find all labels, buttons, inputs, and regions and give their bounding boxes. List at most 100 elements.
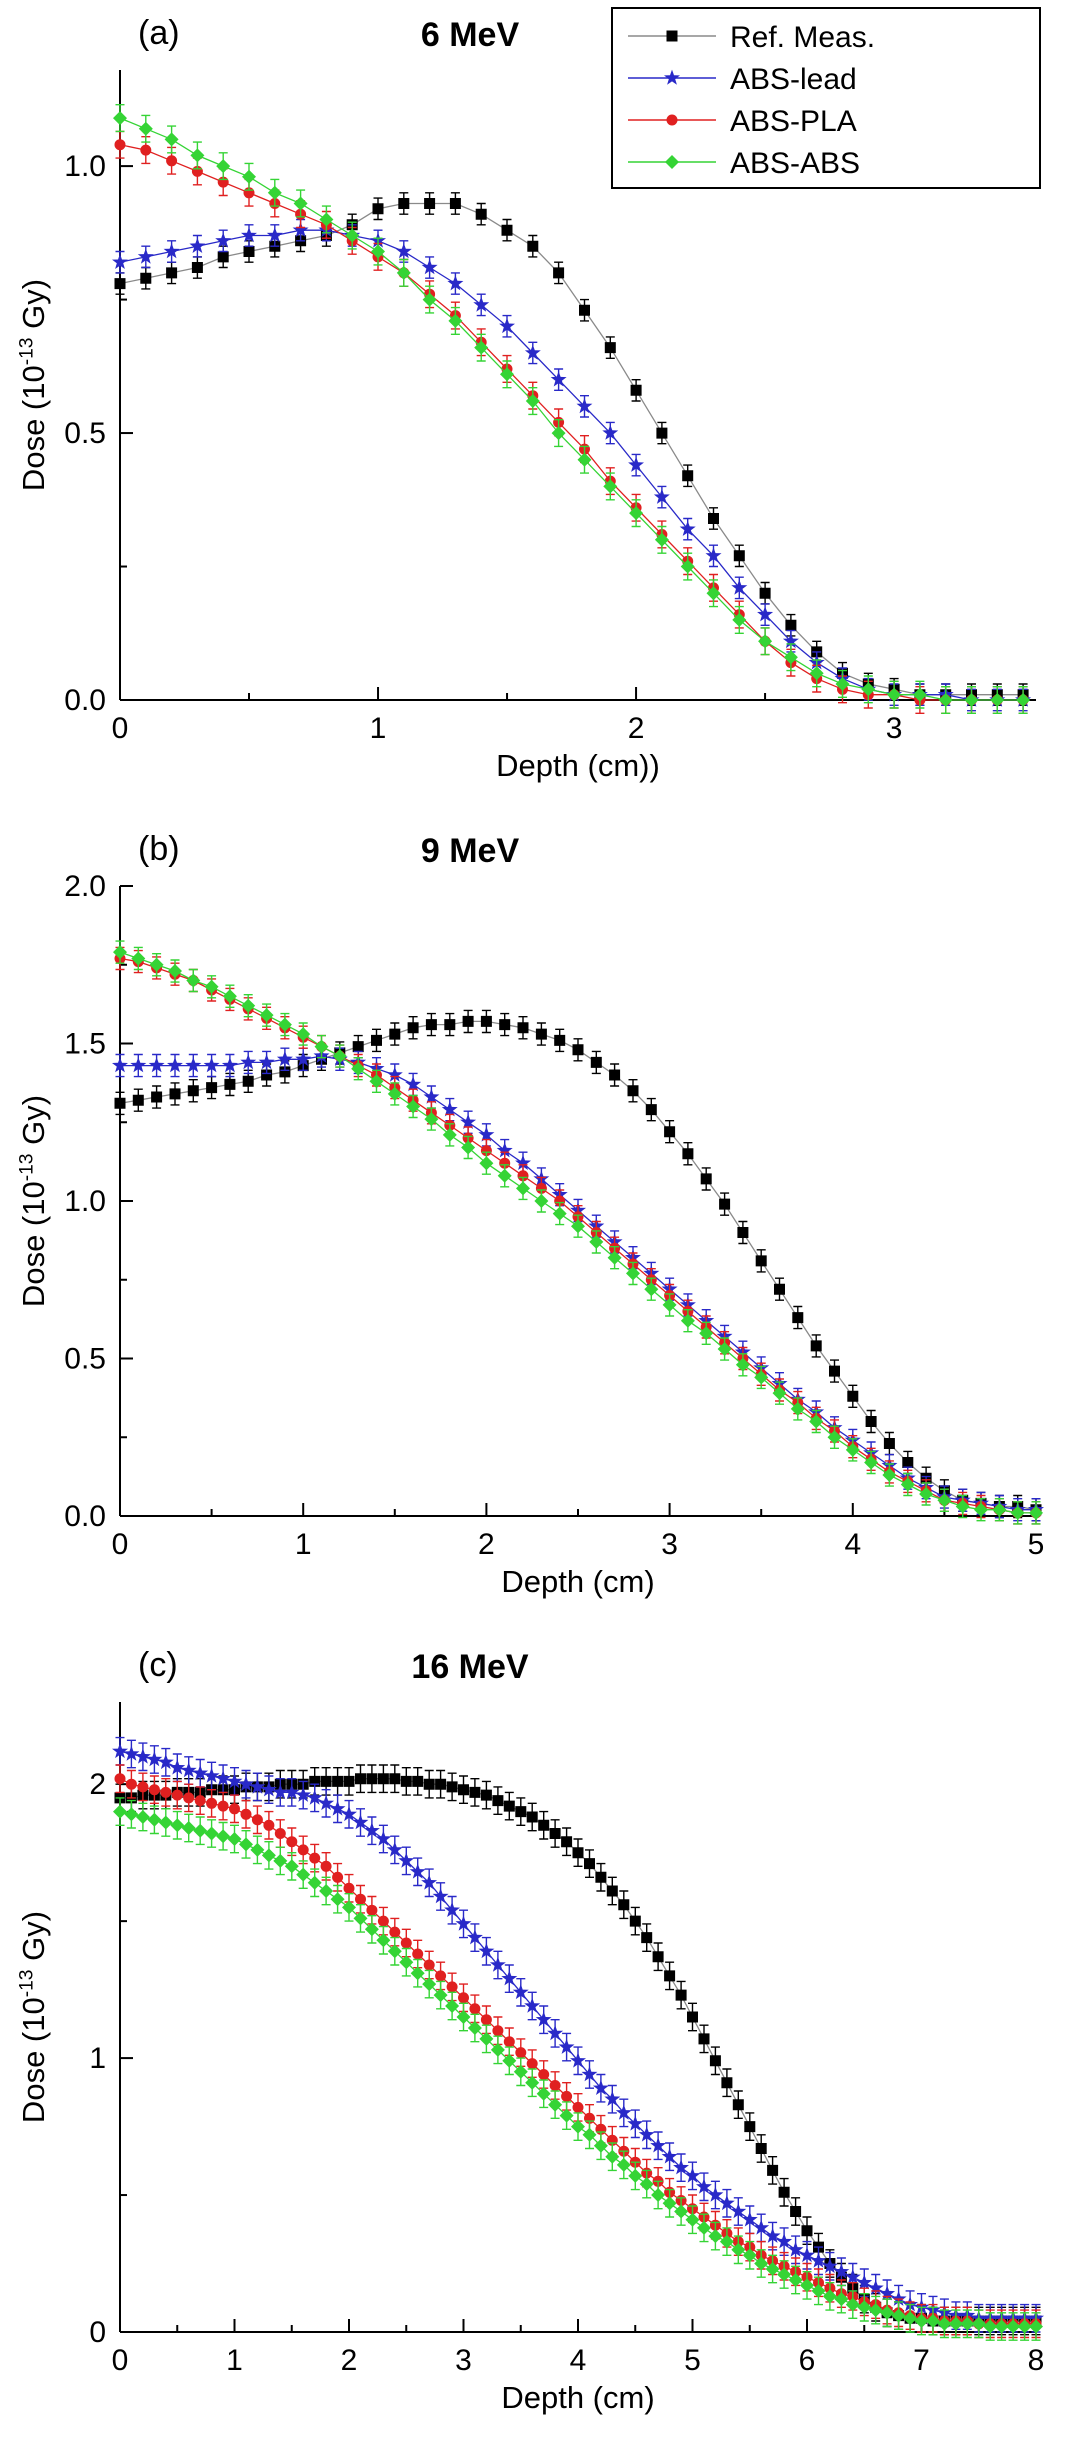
y-axis-label-unit: Gy) [16,278,51,338]
x-tick-label: 3 [661,1528,678,1561]
tick-labels: 0 1 2 3 4 5 0.0 0.5 1.0 1.5 2.0 [64,870,1044,1561]
panel-b: 0 1 2 3 4 5 0.0 0.5 1.0 1.5 2.0 (b) 9 MeV Dose (10… [0,816,1076,1632]
series-line [119,229,1024,701]
markers-diamond [113,945,1043,1520]
plot-16mev: 0 1 2 3 4 5 6 7 8 0 1 2 [89,1702,1044,2377]
error-bars [115,1009,1041,1522]
x-tick-label: 3 [886,712,903,745]
y-axis-label-a: Dose (10-13 Gy) [16,279,52,491]
series-abs-abs [113,1797,1043,2341]
legend-label: ABS-lead [730,63,857,96]
x-tick-label: 5 [1028,1528,1045,1561]
series-abs-lead [112,1044,1044,1522]
x-tick-label: 3 [455,2344,472,2377]
series-abs-lead [112,218,1032,712]
y-tick-label: 1.5 [64,1028,106,1061]
legend-label: ABS-PLA [730,105,857,138]
y-axis-label-text: Dose (10 [16,1997,51,2124]
tick-labels: 0 1 2 3 4 5 6 7 8 0 1 2 [89,1768,1044,2377]
y-tick-label: 0.5 [64,1343,106,1376]
legend-marker-square [666,30,678,42]
x-axis-label-b: Depth (cm) [501,1564,655,1599]
y-axis-label-unit: Gy) [16,1094,51,1154]
x-tick-label: 0 [112,2344,129,2377]
panel-title-9mev: 9 MeV [420,832,520,870]
markers-square [114,1015,1042,1516]
x-tick-label: 5 [684,2344,701,2377]
ticks [119,165,1025,701]
y-tick-label: 0.0 [64,684,106,717]
y-tick-label: 0.5 [64,417,106,450]
y-tick-label: 2.0 [64,870,106,903]
series-abs-abs [113,940,1043,1525]
y-tick-label: 1 [89,2042,106,2075]
y-tick-label: 1.0 [64,150,106,183]
series-ref-meas [114,1009,1042,1522]
error-bars [115,130,1028,714]
series-abs-abs [113,104,1031,714]
series-line [120,1055,1036,1511]
error-bars [115,1736,1041,2333]
markers-star [112,1742,1044,2326]
x-tick-label: 1 [295,1528,312,1561]
markers-star [112,221,1032,707]
y-axis-label-exponent: -13 [16,337,38,366]
panel-a: 0 1 2 3 0.0 0.5 1.0 Ref. Meas. ABS-lead ABS-PLA AB… [0,0,1076,816]
panel-title-6mev: 6 MeV [420,16,520,54]
x-tick-label: 7 [913,2344,930,2377]
y-axis-label-c: Dose (10-13 Gy) [16,1911,52,2123]
legend: Ref. Meas. ABS-lead ABS-PLA ABS-ABS [611,7,1041,189]
legend-marker-star [664,69,680,85]
markers-square [114,198,1029,701]
y-tick-label: 1.0 [64,1185,106,1218]
x-tick-label: 4 [570,2344,587,2377]
x-tick-label: 4 [844,1528,861,1561]
error-bars [115,218,1028,712]
y-axis-label-exponent: -13 [16,1153,38,1182]
legend-marker-circle [666,114,678,126]
x-tick-label: 0 [112,1528,129,1561]
series-line [119,202,1024,696]
series-abs-lead [112,1736,1044,2333]
error-bars [115,192,1028,706]
x-tick-label: 0 [112,712,129,745]
x-tick-label: 2 [478,1528,495,1561]
series-line [119,117,1024,701]
legend-marker-diamond [665,155,679,169]
y-axis-label-b: Dose (10-13 Gy) [16,1095,52,1307]
ticks [119,1783,1037,2333]
y-tick-label: 2 [89,1768,106,1801]
ticks [119,885,1037,1517]
x-axis-label-a: Depth (cm)) [496,748,660,783]
y-axis-label-exponent: -13 [16,1969,38,1998]
y-axis-label-text: Dose (10 [16,1181,51,1308]
x-axis-label-c: Depth (cm) [501,2380,655,2415]
x-tick-label: 1 [370,712,387,745]
legend-label: Ref. Meas. [730,21,875,54]
y-tick-label: 0 [89,2316,106,2349]
x-tick-label: 2 [628,712,645,745]
legend-label: ABS-ABS [730,147,860,180]
panel-letter-c: (c) [138,1646,178,1684]
series-abs-pla [114,130,1029,714]
panel-letter-b: (b) [138,830,180,868]
x-tick-label: 1 [226,2344,243,2377]
y-axis-label-text: Dose (10 [16,365,51,492]
y-axis-label-unit: Gy) [16,1910,51,1970]
error-bars [115,1044,1041,1522]
plot-6mev: 0 1 2 3 0.0 0.5 1.0 Ref. Meas. ABS-lead ABS-PLA AB… [64,7,1041,745]
panel-letter-a: (a) [138,14,180,52]
panel-title-16mev: 16 MeV [411,1648,529,1686]
series-ref-meas [114,192,1029,706]
plot-9mev: 0 1 2 3 4 5 0.0 0.5 1.0 1.5 2.0 [64,870,1044,1561]
tick-labels: 0 1 2 3 0.0 0.5 1.0 [64,150,902,745]
x-tick-label: 2 [341,2344,358,2377]
series-line [119,144,1024,701]
markers-star [112,1047,1044,1517]
x-tick-label: 6 [799,2344,816,2377]
y-tick-label: 0.0 [64,1500,106,1533]
x-tick-label: 8 [1028,2344,1045,2377]
series-line [119,1020,1037,1511]
